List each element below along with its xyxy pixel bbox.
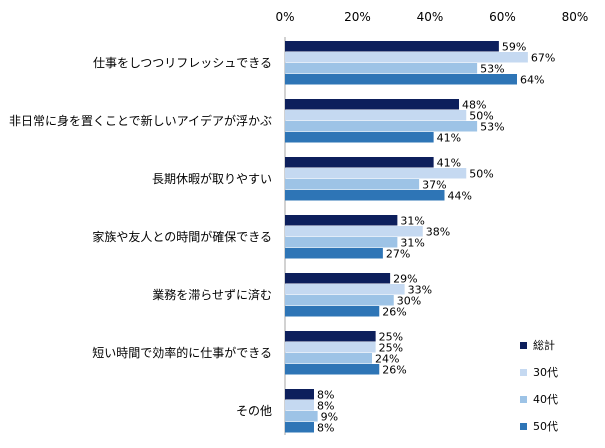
data-label: 25% <box>379 342 403 355</box>
legend-swatch <box>520 423 527 430</box>
bar <box>285 284 405 295</box>
data-label: 27% <box>386 248 410 261</box>
category-label: 業務を滞らせずに済む <box>152 287 272 302</box>
bar <box>285 237 398 248</box>
legend-swatch <box>520 369 527 376</box>
data-label: 9% <box>321 411 338 424</box>
data-label: 41% <box>437 132 461 145</box>
data-label: 8% <box>317 389 334 402</box>
data-label: 29% <box>393 273 417 286</box>
category-labels: 仕事をしつつリフレッシュできる非日常に身を置くことで新しいアイデアが浮かぶ長期休… <box>9 56 272 418</box>
legend-label: 40代 <box>533 393 558 406</box>
data-label: 50% <box>469 168 493 181</box>
bar <box>285 411 318 422</box>
data-label: 33% <box>408 284 432 297</box>
data-label: 53% <box>480 63 504 76</box>
data-label: 59% <box>502 41 526 54</box>
bar <box>285 273 391 284</box>
bar <box>285 215 398 226</box>
data-label: 64% <box>520 74 544 87</box>
data-labels: 59%67%53%64%48%50%53%41%41%50%37%44%31%3… <box>317 41 555 435</box>
data-label: 48% <box>462 99 486 112</box>
data-label: 31% <box>400 237 424 250</box>
legend-swatch <box>520 396 527 403</box>
data-label: 25% <box>379 331 403 344</box>
data-label: 8% <box>317 422 334 435</box>
data-label: 44% <box>448 190 472 203</box>
bar <box>285 132 434 143</box>
data-label: 8% <box>317 400 334 413</box>
category-label: 非日常に身を置くことで新しいアイデアが浮かぶ <box>9 113 272 128</box>
bar <box>285 364 380 375</box>
x-axis-ticks: 0% 20% 40% 60% 80% <box>275 10 588 24</box>
legend-label: 50代 <box>533 420 558 433</box>
bar <box>285 306 380 317</box>
bar <box>285 168 467 179</box>
legend-label: 30代 <box>533 366 558 379</box>
data-label: 30% <box>397 295 421 308</box>
bar <box>285 422 314 433</box>
x-tick-label: 40% <box>417 10 444 24</box>
bar <box>285 295 394 306</box>
bars <box>285 41 528 433</box>
data-label: 53% <box>480 121 504 134</box>
x-tick-label: 20% <box>344 10 371 24</box>
x-tick-label: 0% <box>275 10 294 24</box>
bar <box>285 121 478 132</box>
data-label: 31% <box>400 215 424 228</box>
x-tick-label: 60% <box>489 10 516 24</box>
data-label: 67% <box>531 52 555 65</box>
category-label: 短い時間で効率的に仕事ができる <box>92 345 272 360</box>
data-label: 37% <box>422 179 446 192</box>
bar <box>285 400 314 411</box>
bar <box>285 248 383 259</box>
category-label: 仕事をしつつリフレッシュできる <box>93 56 272 70</box>
bar <box>285 342 376 353</box>
bar <box>285 52 528 63</box>
bar <box>285 190 445 201</box>
category-label: その他 <box>236 404 272 418</box>
bar <box>285 331 376 342</box>
legend-swatch <box>520 342 527 349</box>
data-label: 26% <box>382 364 406 377</box>
data-label: 50% <box>469 110 493 123</box>
data-label: 24% <box>375 353 399 366</box>
bar <box>285 99 459 110</box>
bar <box>285 74 517 85</box>
bar <box>285 41 499 52</box>
data-label: 26% <box>382 306 406 319</box>
category-label: 家族や友人との時間が確保できる <box>92 229 272 244</box>
bar <box>285 389 314 400</box>
data-label: 41% <box>437 157 461 170</box>
bar <box>285 179 420 190</box>
bar <box>285 353 372 364</box>
data-label: 38% <box>426 226 450 239</box>
category-label: 長期休暇が取りやすい <box>152 171 272 186</box>
x-tick-label: 80% <box>562 10 589 24</box>
bar <box>285 157 434 168</box>
bar <box>285 226 423 237</box>
legend: 総計 30代 40代 50代 <box>520 338 558 433</box>
bar <box>285 110 467 121</box>
bar <box>285 63 478 74</box>
legend-label: 総計 <box>533 338 555 352</box>
